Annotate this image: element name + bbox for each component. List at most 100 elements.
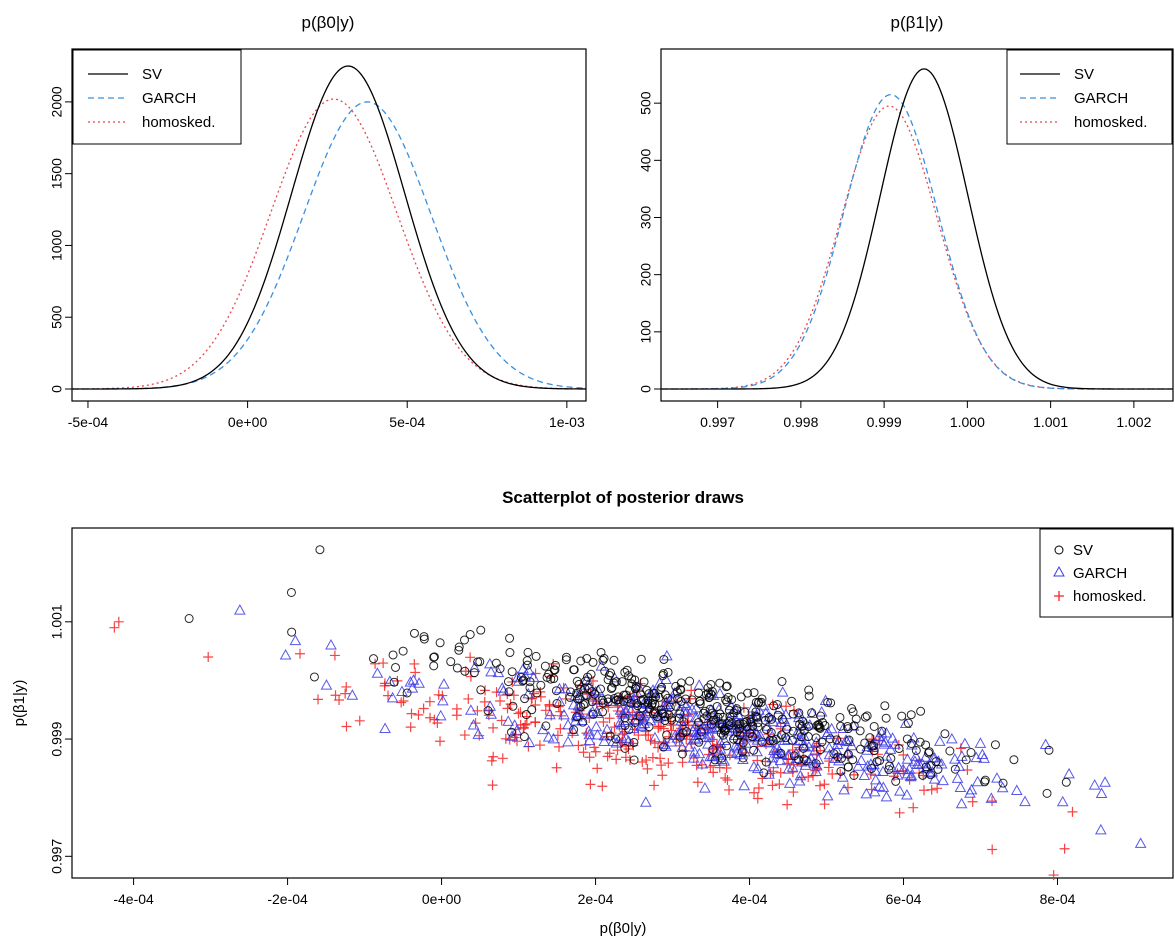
scatter-point-garch bbox=[798, 730, 810, 741]
scatter-point-garch bbox=[1019, 795, 1031, 807]
scatter-point-sv bbox=[1061, 777, 1071, 787]
scatter-point-sv bbox=[629, 755, 639, 765]
beta0-y-tick-label: 0 bbox=[49, 385, 65, 393]
scatter-point-sv bbox=[561, 652, 571, 662]
scatter-point-garch bbox=[832, 734, 845, 746]
scatter-point-homosked bbox=[815, 780, 826, 791]
scatter-point-homosked bbox=[560, 693, 571, 704]
scatter-plot-frame bbox=[71, 527, 1174, 879]
scatter-point-homosked bbox=[512, 736, 523, 747]
scatter-point-sv bbox=[516, 672, 526, 682]
scatter-point-sv bbox=[884, 765, 894, 775]
scatter-point-garch bbox=[945, 732, 958, 744]
beta0-y-axis: 0 500 1000 1500 2000 bbox=[49, 86, 72, 393]
scatter-legend-homosked-label: homosked. bbox=[1073, 588, 1146, 605]
scatter-point-homosked bbox=[955, 743, 966, 754]
scatter-point-garch bbox=[718, 718, 731, 730]
scatter-point-sv bbox=[804, 691, 814, 701]
beta0-curves bbox=[71, 65, 587, 390]
scatter-point-sv bbox=[483, 706, 493, 716]
scatter-point-garch bbox=[964, 787, 976, 798]
scatter-point-garch bbox=[810, 736, 823, 747]
scatter-point-sv bbox=[429, 652, 439, 662]
beta1-plot-frame bbox=[660, 48, 1174, 402]
beta0-legend: SV GARCH homosked. bbox=[72, 49, 242, 145]
scatter-point-sv bbox=[843, 762, 853, 772]
beta1-legend-homosked-label: homosked. bbox=[1074, 114, 1147, 131]
scatter-point-garch bbox=[739, 745, 751, 757]
scatter-point-sv bbox=[598, 707, 608, 717]
scatter-point-sv bbox=[737, 747, 747, 757]
scatter-point-sv bbox=[759, 768, 769, 778]
scatter-point-sv bbox=[911, 745, 921, 755]
scatter-point-sv bbox=[706, 679, 716, 689]
scatter-point-sv bbox=[924, 748, 934, 758]
scatter-point-garch bbox=[1088, 779, 1101, 790]
scatter-point-sv bbox=[836, 766, 846, 776]
beta0-x-tick-label: 0e+00 bbox=[228, 414, 268, 430]
scatter-point-sv bbox=[794, 708, 804, 718]
scatter-panel-title: Scatterplot of posterior draws bbox=[502, 488, 744, 507]
scatter-point-homosked bbox=[396, 697, 407, 708]
scatter-point-garch bbox=[868, 785, 881, 797]
scatter-point-homosked bbox=[488, 722, 499, 733]
scatter-point-homosked bbox=[926, 784, 937, 795]
scatter-point-sv bbox=[550, 665, 560, 675]
scatter-point-sv bbox=[389, 677, 399, 687]
scatter-point-sv bbox=[503, 677, 513, 687]
scatter-point-homosked bbox=[722, 774, 733, 785]
scatter-point-sv bbox=[551, 686, 561, 696]
scatter-point-homosked bbox=[752, 793, 763, 804]
scatter-point-sv bbox=[797, 721, 807, 731]
scatter-point-sv bbox=[880, 701, 890, 711]
beta0-y-tick-label: 500 bbox=[49, 305, 65, 329]
scatter-point-sv bbox=[772, 700, 782, 710]
scatter-point-garch bbox=[346, 689, 359, 700]
scatter-point-garch bbox=[542, 731, 555, 742]
scatter-point-homosked bbox=[894, 807, 905, 818]
scatter-point-sv bbox=[777, 677, 787, 687]
scatter-point-garch bbox=[1134, 837, 1147, 848]
scatter-point-sv bbox=[540, 661, 550, 671]
scatter-x-axis-label: p(β0|y) bbox=[600, 920, 647, 937]
scatter-point-garch bbox=[615, 730, 628, 741]
scatter-point-garch bbox=[793, 774, 806, 786]
scatter-point-sv bbox=[814, 720, 824, 730]
scatter-point-sv bbox=[590, 689, 600, 699]
scatter-point-sv bbox=[886, 753, 896, 763]
scatter-point-garch bbox=[985, 792, 998, 803]
beta0-plot-frame bbox=[71, 48, 587, 402]
scatter-point-garch bbox=[802, 754, 815, 766]
scatter-point-sv bbox=[588, 709, 598, 719]
scatter-point-sv bbox=[704, 692, 714, 702]
scatter-point-garch bbox=[971, 775, 984, 787]
scatter-point-sv bbox=[469, 668, 479, 678]
scatter-point-garch bbox=[1039, 738, 1052, 749]
beta1-x-tick-label: 1.000 bbox=[950, 414, 985, 430]
scatter-point-garch bbox=[901, 753, 914, 764]
scatter-point-garch bbox=[763, 768, 775, 779]
beta0-panel-title: p(β0|y) bbox=[302, 13, 355, 32]
scatter-point-sv bbox=[605, 731, 615, 741]
scatter-point-sv bbox=[722, 681, 732, 691]
beta1-y-axis: 0 100 200 300 400 500 bbox=[638, 91, 661, 393]
scatter-point-homosked bbox=[370, 658, 381, 669]
scatter-point-sv bbox=[847, 704, 857, 714]
scatter-point-homosked bbox=[637, 756, 648, 767]
scatter-point-homosked bbox=[803, 772, 814, 783]
scatter-point-sv bbox=[522, 656, 532, 666]
beta1-legend-sv-label: SV bbox=[1074, 66, 1094, 83]
scatter-point-sv bbox=[699, 708, 709, 718]
scatter-point-sv bbox=[877, 726, 887, 736]
scatter-point-homosked bbox=[513, 708, 524, 719]
scatter-point-sv bbox=[638, 694, 648, 704]
scatter-point-sv bbox=[491, 658, 501, 668]
scatter-y-axis-label: p(β1|y) bbox=[11, 680, 28, 727]
scatter-point-garch bbox=[492, 666, 505, 678]
scatter-point-sv bbox=[916, 706, 926, 716]
scatter-point-sv bbox=[574, 679, 584, 689]
scatter-point-sv bbox=[624, 725, 634, 735]
scatter-point-sv bbox=[860, 738, 870, 748]
scatter-x-tick-label: 4e-04 bbox=[732, 891, 768, 907]
scatter-point-sv bbox=[541, 721, 551, 731]
